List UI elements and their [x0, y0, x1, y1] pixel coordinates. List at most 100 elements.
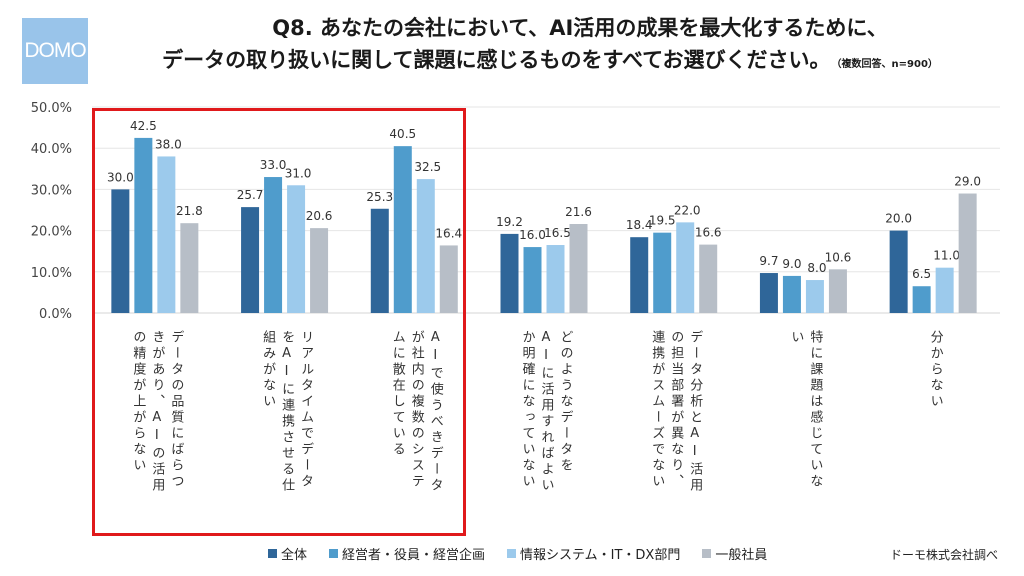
legend-label: 経営者・役員・経営企画: [342, 548, 486, 563]
data-label: 19.2: [496, 215, 523, 229]
bar: [264, 177, 283, 313]
legend-item: 一般社員: [702, 544, 767, 563]
highlight-box: [92, 108, 466, 536]
domo-logo: DOMO: [22, 18, 88, 84]
legend-label: 全体: [281, 548, 308, 563]
y-tick-label: 0.0%: [39, 307, 72, 322]
data-label: 18.4: [626, 218, 653, 232]
bar: [546, 245, 565, 313]
source-credit: ドーモ株式会社調べ: [890, 548, 999, 562]
data-label: 31.0: [285, 166, 312, 180]
bar: [653, 232, 672, 313]
data-label: 21.6: [565, 205, 592, 219]
category-label-line: 特に課題は感じていな: [807, 330, 823, 490]
data-label: 29.0: [954, 175, 981, 189]
bar: [241, 207, 260, 313]
category-label-line: 分からない: [927, 330, 943, 410]
category-label-line: 連携がスムーズでない: [649, 330, 665, 490]
data-label: 20.6: [306, 209, 333, 223]
category-label-line: ムに散在している: [389, 330, 405, 458]
legend-swatch: [702, 549, 712, 558]
data-label: 16.5: [544, 226, 571, 240]
bar: [439, 245, 458, 313]
category-label-line: リアルタイムでデータ: [298, 330, 314, 490]
title-line-2: データの取り扱いに関して課題に感じるものをすべてお選びください。 （複数回答、n=…: [100, 44, 1000, 81]
bar: [180, 223, 199, 313]
category-label-line: の精度が上がらない: [130, 330, 146, 474]
legend-item: 全体: [268, 544, 307, 563]
logo-text: DOMO: [24, 39, 86, 62]
data-label: 30.0: [107, 170, 134, 184]
bar: [782, 275, 801, 313]
data-label: 32.5: [414, 160, 441, 174]
category-label-line: をAIに連携させる仕: [279, 330, 295, 494]
category-label: AIで使うべきデータ が社内の複数のシステ ムに散在している: [388, 330, 445, 530]
data-label: 42.5: [130, 119, 157, 133]
bar: [828, 269, 847, 313]
category-label-line: どのようなデータを: [557, 330, 573, 474]
title-line-1: Q8. あなたの会社において、AI活用の成果を最大化するために、: [272, 16, 888, 40]
bar: [699, 244, 718, 313]
bar: [569, 224, 588, 313]
legend-label: 情報システム・IT・DX部門: [520, 548, 681, 563]
y-tick-label: 40.0%: [31, 142, 72, 157]
category-label-line: データの品質にばらつ: [168, 330, 184, 490]
y-tick-label: 30.0%: [31, 183, 72, 198]
category-label: データ分析とAI活用 の担当部署が異なり、 連携がスムーズでない: [647, 330, 704, 530]
category-label-line: きがあり、AIの活用: [149, 330, 165, 494]
legend-swatch: [268, 549, 277, 558]
y-tick-label: 20.0%: [31, 225, 72, 240]
data-label: 21.8: [176, 204, 203, 218]
bar: [111, 189, 130, 313]
category-label: データの品質にばらつ きがあり、AIの活用 の精度が上がらない: [128, 330, 185, 530]
data-label: 16.4: [435, 226, 462, 240]
bar: [500, 233, 519, 313]
data-label: 38.0: [155, 137, 182, 151]
data-label: 16.0: [519, 228, 546, 242]
category-label-line: 組みがない: [260, 330, 276, 410]
y-tick-label: 50.0%: [31, 101, 72, 116]
category-label: 分からない: [926, 330, 945, 530]
bar: [310, 228, 329, 313]
data-label: 9.7: [759, 254, 778, 268]
bar: [912, 286, 931, 313]
data-label: 40.5: [389, 127, 416, 141]
bar: [889, 230, 908, 313]
category-label-line: の担当部署が異なり、: [668, 330, 684, 490]
bar: [393, 146, 412, 313]
legend-swatch: [329, 549, 339, 558]
data-label: 6.5: [912, 267, 931, 281]
bar: [134, 137, 153, 313]
data-label: 25.7: [237, 188, 264, 202]
category-label: リアルタイムでデータ をAIに連携させる仕 組みがない: [258, 330, 315, 530]
bar: [676, 222, 695, 313]
data-label: 33.0: [260, 158, 287, 172]
title-line-2-text: データの取り扱いに関して課題に感じるものをすべてお選びください。: [162, 48, 831, 72]
category-label: どのようなデータを AIに活用すればよい か明確になっていない: [518, 330, 575, 530]
page-title: Q8. あなたの会社において、AI活用の成果を最大化するために、 データの取り扱…: [100, 12, 1000, 81]
legend-item: 経営者・役員・経営企画: [329, 544, 485, 563]
legend-label: 一般社員: [715, 548, 768, 563]
data-label: 10.6: [825, 250, 852, 264]
category-label: 特に課題は感じていない: [786, 330, 824, 530]
bar: [157, 156, 176, 313]
legend: 全体 経営者・役員・経営企画 情報システム・IT・DX部門 一般社員: [268, 544, 767, 563]
data-label: 25.3: [366, 190, 393, 204]
bar: [630, 237, 649, 313]
category-label-line: AIに活用すればよい: [538, 330, 554, 494]
y-tick-label: 10.0%: [31, 266, 72, 281]
category-label-line: い: [788, 330, 804, 346]
sample-note: （複数回答、n=900）: [836, 59, 938, 70]
legend-swatch: [507, 549, 517, 558]
category-label-line: AIで使うべきデータ: [427, 330, 443, 494]
category-label-line: データ分析とAI活用: [687, 330, 703, 494]
data-label: 8.0: [807, 261, 826, 275]
data-label: 16.6: [695, 226, 722, 240]
legend-item: 情報システム・IT・DX部門: [507, 544, 680, 563]
bar: [370, 208, 389, 313]
bar: [287, 185, 306, 313]
bar: [523, 247, 542, 313]
bar: [935, 267, 954, 313]
data-label: 9.0: [782, 257, 801, 271]
